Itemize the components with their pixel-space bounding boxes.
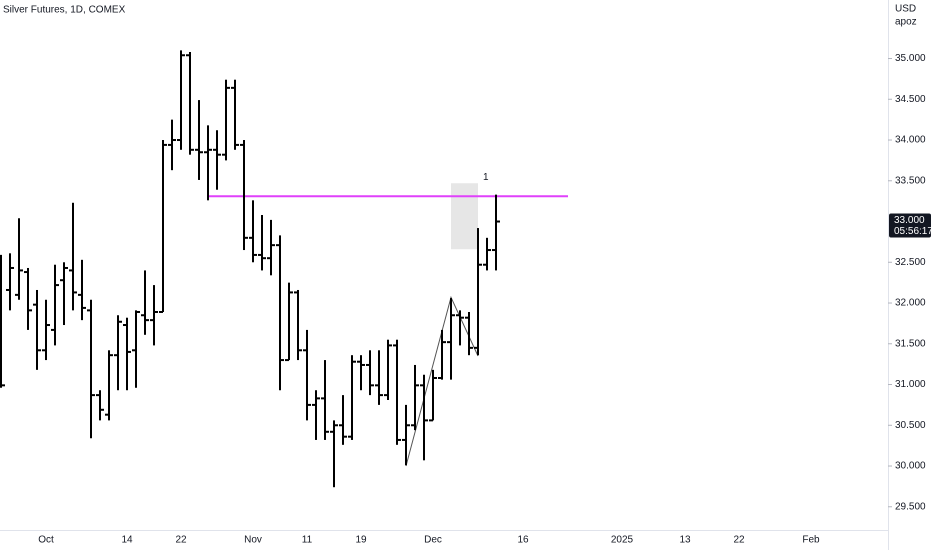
x-tick-label: Dec: [424, 535, 442, 546]
y-tick-label: 32.000: [895, 298, 926, 309]
last-price-label: 33.000: [894, 215, 925, 226]
y-tick-label: 34.500: [895, 94, 926, 105]
y-tick-label: 33.500: [895, 175, 926, 186]
x-tick-label: Oct: [38, 535, 54, 546]
x-tick-label: 13: [679, 535, 691, 546]
y-tick-label: 32.500: [895, 257, 926, 268]
x-tick-label: 14: [121, 535, 133, 546]
y-tick-label: 31.500: [895, 338, 926, 349]
user: apoz: [895, 17, 917, 28]
x-tick-label: 22: [733, 535, 745, 546]
x-tick-label: 22: [175, 535, 187, 546]
y-tick-label: 29.500: [895, 501, 926, 512]
chart-title: Silver Futures, 1D, COMEX: [3, 5, 126, 16]
x-tick-label: 19: [355, 535, 367, 546]
y-tick-label: 34.000: [895, 135, 926, 146]
x-tick-label: 11: [302, 535, 313, 546]
countdown: 05:56:17: [894, 226, 932, 237]
zone-label: 1: [483, 172, 489, 183]
x-tick-label: 16: [517, 535, 529, 546]
y-tick-label: 35.000: [895, 53, 926, 64]
x-tick-label: 2025: [611, 535, 634, 546]
y-tick-label: 30.000: [895, 461, 926, 472]
x-tick-label: Nov: [244, 535, 262, 546]
last-price-box: [889, 213, 931, 238]
y-tick-label: 30.500: [895, 420, 926, 431]
zone: [451, 183, 478, 250]
y-tick-label: 31.000: [895, 379, 926, 390]
currency: USD: [895, 4, 916, 15]
x-tick-label: Feb: [802, 535, 820, 546]
